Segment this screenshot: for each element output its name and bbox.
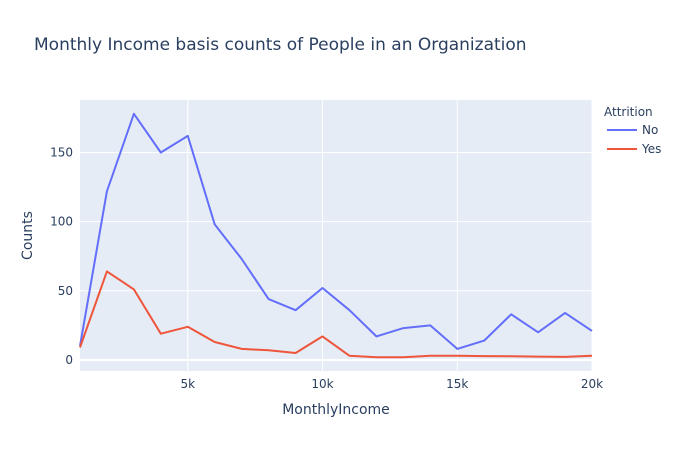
legend-item-no[interactable]: No (607, 123, 658, 137)
y-tick-label: 100 (50, 215, 73, 229)
y-tick-label: 0 (65, 353, 73, 367)
x-tick-label: 10k (311, 377, 333, 391)
series-line-no[interactable] (79, 112, 593, 350)
y-tick-label: 50 (58, 284, 73, 298)
y-tick-label: 150 (50, 146, 73, 160)
y-tick-labels: 0 50 100 150 (50, 146, 73, 367)
legend-label: No (642, 123, 658, 137)
legend-label: Yes (641, 142, 661, 156)
x-axis-title: MonthlyIncome (282, 402, 390, 418)
y-axis-title: Counts (20, 211, 36, 260)
x-tick-label: 15k (446, 377, 468, 391)
plot-area (80, 100, 592, 371)
series-line-yes[interactable] (79, 270, 593, 359)
chart-title: Monthly Income basis counts of People in… (34, 35, 527, 55)
x-tick-label: 20k (581, 377, 603, 391)
series-layer (79, 112, 593, 359)
x-tick-label: 5k (180, 377, 195, 391)
x-tick-labels: 5k 10k 15k 20k (180, 377, 603, 391)
legend-item-yes[interactable]: Yes (607, 142, 661, 156)
legend[interactable]: Attrition No Yes (604, 105, 661, 156)
y-gridlines (80, 152, 592, 361)
legend-title: Attrition (604, 105, 653, 119)
